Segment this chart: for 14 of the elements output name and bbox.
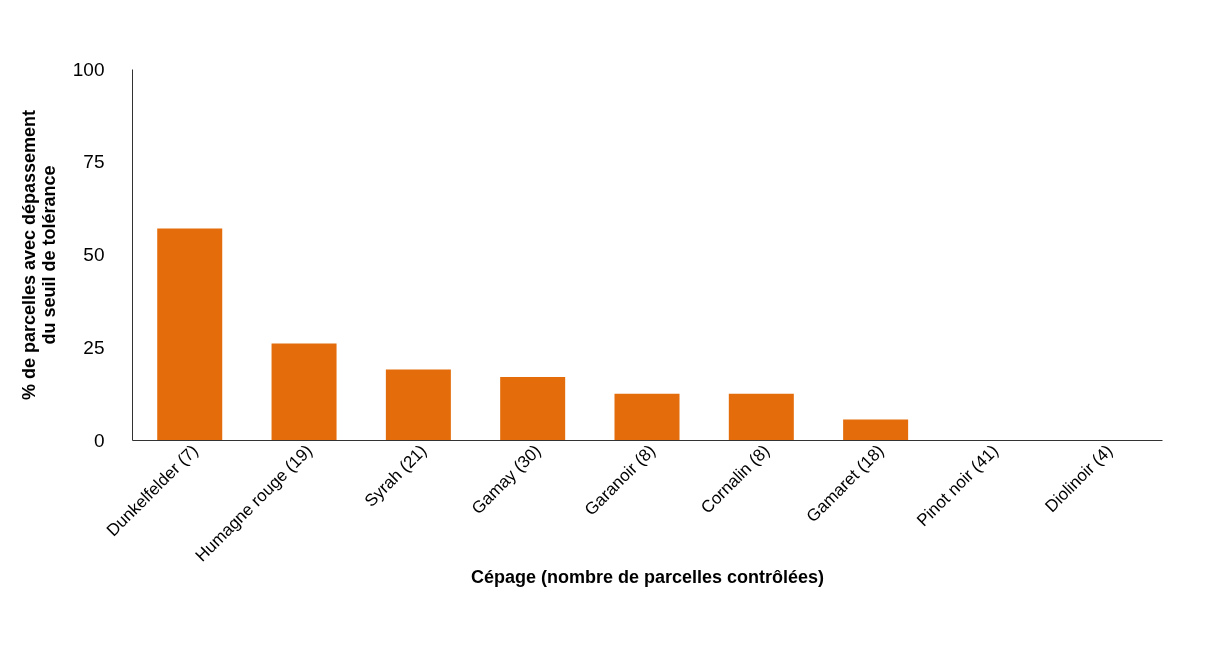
y-tick-label: 50 <box>83 244 105 265</box>
bar <box>843 419 909 440</box>
y-tick-label: 0 <box>93 429 105 451</box>
bar <box>614 393 680 440</box>
y-tick-label: 100 <box>72 58 105 80</box>
bar <box>271 343 337 440</box>
bar <box>157 228 223 440</box>
y-axis-title: % de parcelles avec dépassement du seuil de tolérance <box>18 109 59 401</box>
bar <box>500 376 566 440</box>
y-tick-label: 75 <box>83 151 105 173</box>
bar <box>728 393 794 440</box>
bar <box>385 369 451 440</box>
x-axis-title: Cépage (nombre de parcelles contrôlées) <box>470 566 825 587</box>
y-tick-label: 25 <box>83 336 105 358</box>
